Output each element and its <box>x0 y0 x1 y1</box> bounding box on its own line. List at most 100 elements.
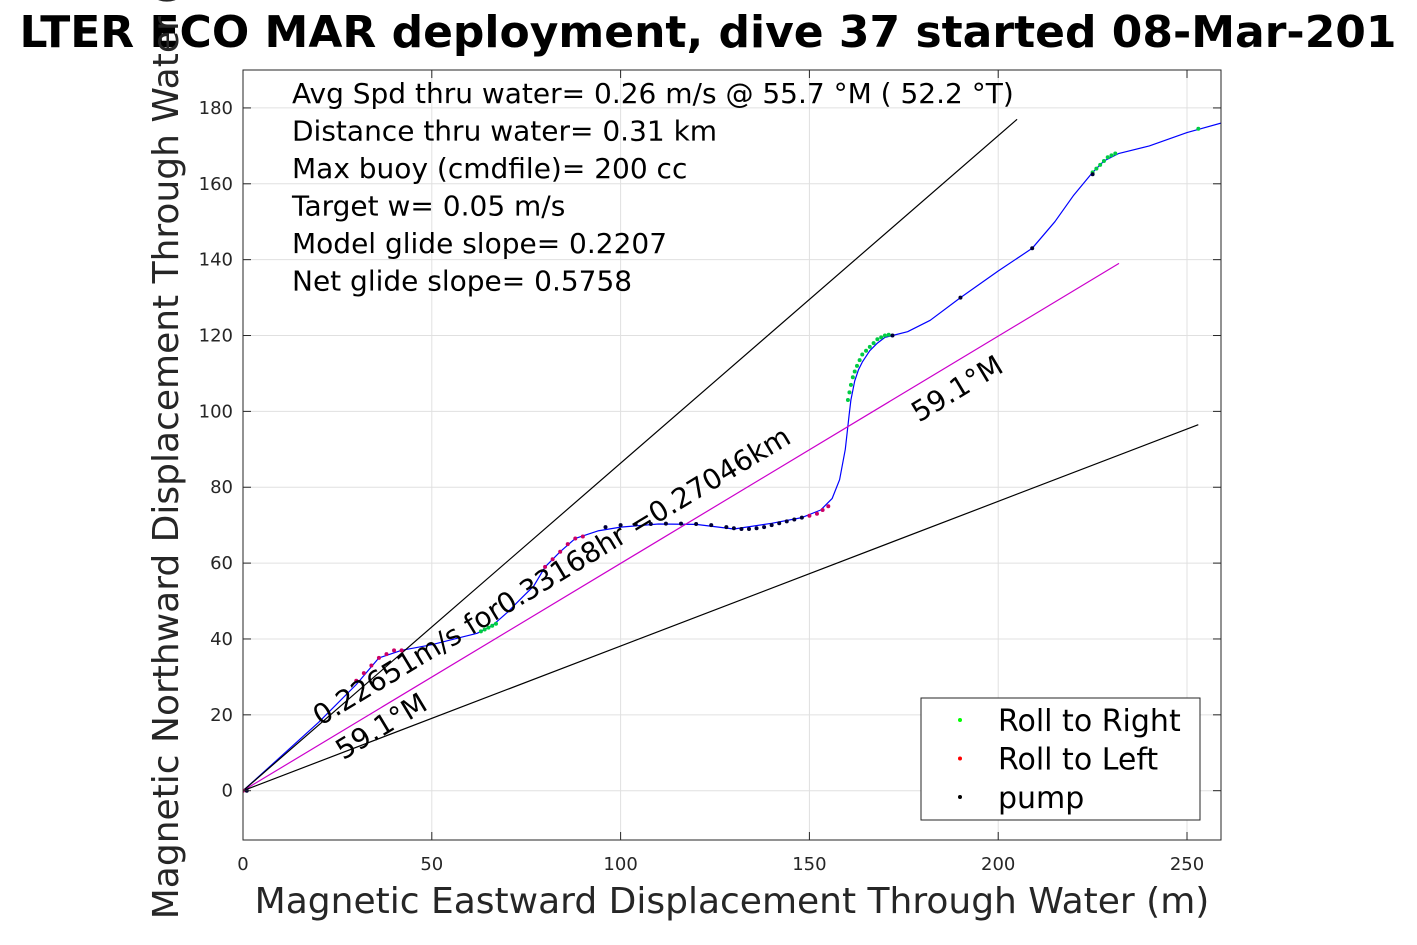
marker-pump <box>1090 172 1095 177</box>
chart-title: LTER ECO MAR deployment, dive 37 started… <box>19 7 1396 58</box>
y-tick-label: 80 <box>210 477 233 498</box>
stat-line: Net glide slope= 0.5758 <box>292 265 632 298</box>
marker-roll-right <box>1109 153 1114 158</box>
series-envelope-line <box>243 118 1018 792</box>
marker-roll-right <box>478 629 483 634</box>
stat-line: Max buoy (cmdfile)= 200 cc <box>292 152 687 185</box>
marker-roll-left <box>826 504 831 509</box>
marker-pump <box>769 523 774 528</box>
marker-roll-left <box>558 549 563 554</box>
y-tick-label: 140 <box>199 250 233 271</box>
marker-pump <box>754 526 759 531</box>
x-tick-label: 150 <box>792 854 826 875</box>
plot-markers <box>243 126 1201 793</box>
x-tick-label: 0 <box>237 854 248 875</box>
axis-ticks: 0 50 100 150 200 250 0 20 40 60 80 100 120 140 160 180 <box>199 70 1221 875</box>
marker-roll-left <box>573 536 578 541</box>
legend-label: pump <box>998 781 1084 816</box>
y-axis-label: Magnetic Northward Displacement Through … <box>146 0 187 919</box>
legend-marker <box>958 718 962 722</box>
legend-box <box>920 697 1201 821</box>
series-reference-line <box>243 262 1120 792</box>
y-tick-label: 120 <box>199 326 233 347</box>
marker-roll-left <box>369 663 374 668</box>
marker-roll-left <box>354 678 359 683</box>
marker-roll-left <box>384 652 389 657</box>
marker-pump <box>648 522 653 527</box>
marker-roll-right <box>850 375 855 380</box>
marker-roll-left <box>814 511 819 516</box>
marker-pump <box>731 526 736 531</box>
y-tick-label: 160 <box>199 174 233 195</box>
marker-pump <box>679 521 684 526</box>
marker-roll-right <box>490 623 495 628</box>
marker-pump <box>799 515 804 520</box>
marker-roll-right <box>867 344 872 349</box>
marker-roll-right <box>886 332 891 337</box>
marker-roll-right <box>845 398 850 402</box>
marker-roll-right <box>847 390 852 395</box>
y-tick-label: 0 <box>222 781 233 802</box>
marker-pump <box>739 526 744 531</box>
marker-roll-right <box>493 621 498 626</box>
marker-roll-right <box>848 382 853 387</box>
marker-pump <box>958 295 963 300</box>
marker-pump <box>1030 246 1035 251</box>
marker-roll-right <box>1105 155 1110 160</box>
stat-line: Target w= 0.05 m/s <box>291 190 565 223</box>
marker-roll-left <box>807 513 812 518</box>
marker-roll-left <box>550 557 555 562</box>
marker-roll-right <box>1101 159 1106 164</box>
x-tick-label: 100 <box>603 854 637 875</box>
marker-pump <box>663 521 668 526</box>
stats-text: Avg Spd thru water= 0.26 m/s @ 55.7 °M (… <box>291 77 1014 298</box>
legend-label: Roll to Right <box>998 704 1181 739</box>
marker-roll-right <box>486 625 491 630</box>
marker-roll-right <box>871 341 876 346</box>
marker-roll-right <box>875 337 880 342</box>
grid <box>242 70 1221 840</box>
marker-roll-left <box>392 648 397 653</box>
stat-line: Distance thru water= 0.31 km <box>292 115 717 148</box>
marker-roll-right <box>879 335 884 340</box>
plot-area-frame <box>242 69 1222 841</box>
marker-roll-left <box>820 508 825 512</box>
segment-speed-label: 0.22651m/s for0.33168hr =0.27046km <box>307 420 796 732</box>
y-tick-label: 100 <box>199 401 233 422</box>
marker-roll-right <box>857 358 862 363</box>
marker-pump <box>724 525 729 530</box>
legend-label: Roll to Left <box>998 743 1158 778</box>
marker-pump <box>792 517 797 522</box>
marker-roll-right <box>1098 162 1103 167</box>
legend-marker <box>958 756 962 761</box>
marker-roll-right <box>860 352 865 357</box>
marker-roll-right <box>1094 166 1099 171</box>
marker-roll-left <box>543 564 548 569</box>
marker-roll-left <box>361 671 366 676</box>
marker-roll-right <box>852 369 857 374</box>
marker-roll-right <box>882 333 887 338</box>
marker-pump <box>603 525 608 530</box>
marker-roll-left <box>376 655 381 660</box>
marker-roll-right <box>1196 126 1201 131</box>
marker-roll-left <box>399 648 404 653</box>
y-tick-label: 40 <box>210 629 233 650</box>
stat-line: Avg Spd thru water= 0.26 m/s @ 55.7 °M (… <box>292 77 1014 110</box>
marker-roll-right <box>864 348 869 353</box>
legend-marker <box>958 795 962 799</box>
marker-pump <box>777 521 782 526</box>
marker-pump <box>784 519 789 524</box>
y-tick-label: 60 <box>210 553 233 574</box>
marker-roll-left <box>580 534 585 539</box>
y-tick-label: 20 <box>210 705 233 726</box>
marker-pump <box>709 523 714 528</box>
y-tick-label: 180 <box>199 98 233 119</box>
marker-pump <box>633 522 638 527</box>
series-envelope-line <box>243 424 1199 792</box>
marker-pump <box>762 525 767 530</box>
x-tick-label: 250 <box>1170 854 1204 875</box>
x-tick-label: 50 <box>420 854 443 875</box>
marker-pump <box>746 526 751 531</box>
